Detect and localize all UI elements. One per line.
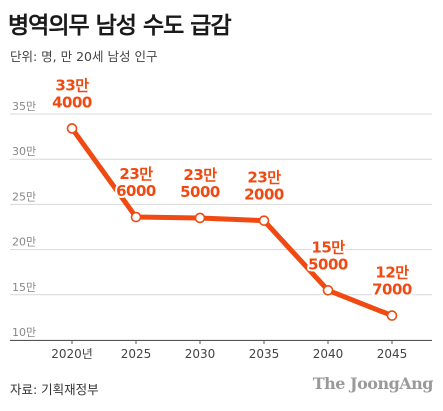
data-point	[130, 211, 142, 223]
chart-title: 병역의무 남성 수도 급감	[8, 13, 232, 39]
data-label-halo: 12만	[375, 264, 409, 282]
data-label: 7000	[372, 281, 412, 299]
data-label-halo: 4000	[52, 93, 92, 111]
x-tick-label: 2035	[249, 347, 280, 361]
data-label: 6000	[116, 182, 156, 200]
data-point	[258, 215, 270, 226]
brand-logo: The JoongAng	[312, 374, 434, 393]
data-label: 23만	[119, 165, 153, 183]
data-label-halo: 23만	[183, 166, 217, 184]
y-tick-label: 15만	[12, 281, 36, 294]
data-label-halo: 5000	[180, 183, 220, 201]
x-tick-label: 2020년	[51, 347, 93, 361]
data-point	[66, 123, 78, 134]
data-label: 15만	[311, 238, 345, 256]
data-label-halo: 15만	[311, 238, 345, 256]
data-point	[322, 284, 334, 296]
data-point	[194, 212, 206, 224]
data-label-halo: 23만	[247, 169, 281, 187]
data-label: 5000	[180, 183, 220, 201]
data-label: 2000	[244, 186, 284, 204]
data-label-halo: 2000	[244, 186, 284, 204]
source-note: 자료: 기획재정부	[10, 382, 99, 397]
data-label-halo: 5000	[308, 255, 348, 273]
data-point	[386, 310, 398, 321]
data-label-halo: 6000	[116, 182, 156, 200]
data-label: 4000	[52, 93, 92, 111]
x-tick-label: 2030	[185, 347, 216, 361]
data-label: 33만	[55, 76, 89, 94]
x-tick-label: 2045	[377, 347, 408, 361]
data-label: 23만	[183, 166, 217, 184]
series-line	[69, 125, 395, 319]
y-tick-label: 35만	[12, 100, 36, 113]
x-tick-label: 2040	[313, 347, 344, 361]
data-label: 5000	[308, 255, 348, 273]
y-tick-label: 30만	[12, 145, 36, 158]
data-label: 23만	[247, 169, 281, 187]
unit-note: 단위: 명, 만 20세 남성 인구	[10, 49, 158, 64]
data-label-halo: 23만	[119, 165, 153, 183]
data-label-halo: 33만	[55, 76, 89, 94]
y-tick-label: 10만	[12, 326, 36, 339]
y-tick-label: 20만	[12, 236, 36, 249]
x-tick-label: 2025	[121, 347, 152, 361]
data-label: 12만	[375, 264, 409, 282]
y-tick-label: 25만	[12, 190, 36, 203]
data-label-halo: 7000	[372, 281, 412, 299]
